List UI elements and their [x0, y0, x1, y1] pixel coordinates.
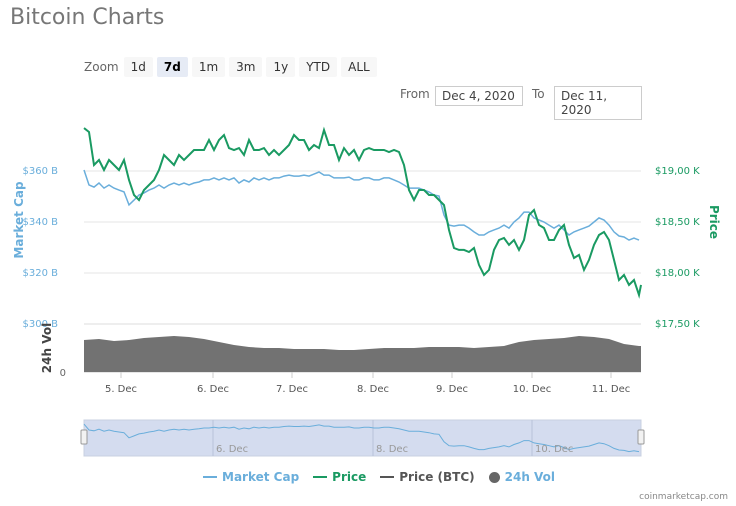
- volume-tick-0: 0: [60, 368, 66, 379]
- left-tick-320: $320 B: [23, 268, 59, 279]
- zoom-1m-button[interactable]: 1m: [191, 57, 226, 77]
- right-tick-19000: $19,00 K: [655, 166, 700, 177]
- to-date-input[interactable]: Dec 11, 2020: [554, 86, 642, 120]
- price-btc-swatch-icon: [380, 476, 395, 478]
- from-date-input[interactable]: Dec 4, 2020: [435, 86, 523, 106]
- left-axis-title: Market Cap: [12, 181, 26, 259]
- x-tick-8-dec: 8. Dec: [357, 384, 389, 395]
- zoom-label: Zoom: [84, 60, 119, 74]
- legend-item-price[interactable]: Price: [313, 470, 366, 484]
- nav-tick-6-dec: 6. Dec: [216, 444, 248, 455]
- zoom-selector: Zoom 1d 7d 1m 3m 1y YTD ALL: [84, 57, 381, 77]
- legend-item-24h-vol[interactable]: 24h Vol: [488, 470, 555, 484]
- zoom-7d-button[interactable]: 7d: [156, 57, 188, 77]
- market-cap-swatch-icon: [203, 476, 217, 478]
- volume-dot-icon: [488, 471, 500, 483]
- volume-area: [84, 336, 641, 372]
- legend-item-price-btc[interactable]: Price (BTC): [380, 470, 475, 484]
- x-tick-9-dec: 9. Dec: [436, 384, 468, 395]
- x-tick-6-dec: 6. Dec: [197, 384, 229, 395]
- right-tick-18000: $18,00 K: [655, 268, 700, 279]
- to-label: To: [532, 87, 545, 101]
- volume-axis-title: 24h Vol: [40, 323, 54, 373]
- zoom-1y-button[interactable]: 1y: [266, 57, 296, 77]
- legend-item-market-cap[interactable]: Market Cap: [203, 470, 299, 484]
- x-tick-7-dec: 7. Dec: [276, 384, 308, 395]
- credit: coinmarketcap.com: [639, 492, 728, 502]
- right-axis-title: Price: [707, 205, 721, 239]
- legend: Market Cap Price Price (BTC) 24h Vol: [203, 470, 555, 484]
- navigator-selection: [83, 419, 642, 457]
- market-cap-line: [83, 169, 640, 241]
- x-tick-5-dec: 5. Dec: [105, 384, 137, 395]
- nav-tick-10-dec: 10. Dec: [535, 444, 573, 455]
- navigator-right-handle[interactable]: [637, 429, 645, 445]
- x-tick-11-dec: 11. Dec: [592, 384, 630, 395]
- zoom-all-button[interactable]: ALL: [341, 57, 377, 77]
- from-label: From: [400, 87, 430, 101]
- price-swatch-icon: [313, 476, 328, 478]
- zoom-ytd-button[interactable]: YTD: [299, 57, 338, 77]
- nav-tick-8-dec: 8. Dec: [376, 444, 408, 455]
- navigator-line: [83, 423, 640, 453]
- left-tick-360: $360 B: [23, 166, 59, 177]
- price-line: [83, 126, 642, 299]
- zoom-1d-button[interactable]: 1d: [123, 57, 153, 77]
- page-title: Bitcoin Charts: [10, 5, 165, 30]
- left-tick-300: $300 B: [23, 319, 59, 330]
- zoom-3m-button[interactable]: 3m: [229, 57, 263, 77]
- right-tick-17500: $17,50 K: [655, 319, 700, 330]
- right-tick-18500: $18,50 K: [655, 217, 700, 228]
- x-tick-10-dec: 10. Dec: [513, 384, 551, 395]
- navigator-left-handle[interactable]: [80, 429, 88, 445]
- left-tick-340: $340 B: [23, 217, 59, 228]
